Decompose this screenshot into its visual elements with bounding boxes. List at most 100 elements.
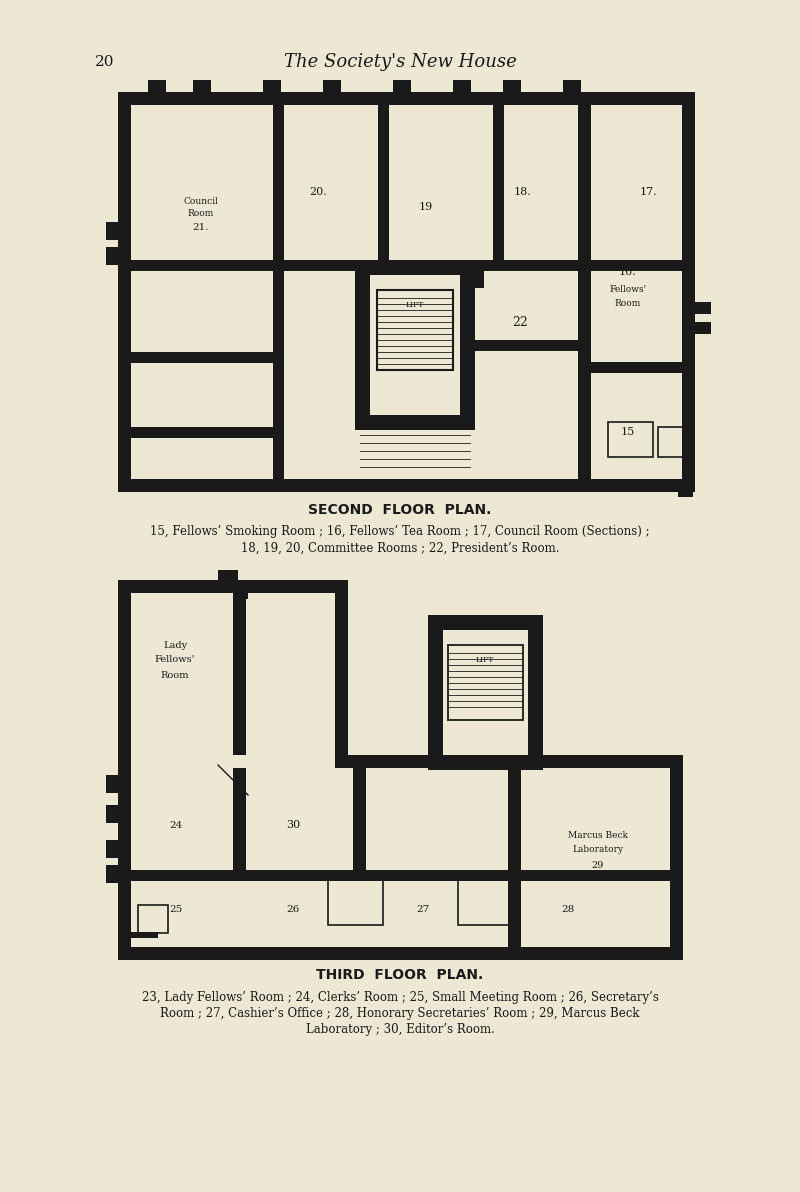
Text: 20.: 20. [309,187,327,197]
Text: Room: Room [615,299,641,309]
Bar [695,322,711,334]
Bar [118,932,158,938]
Bar [118,479,695,492]
Bar [263,80,281,94]
Bar [453,80,471,94]
Bar [578,105,591,479]
Bar [460,260,475,430]
Bar [118,92,695,105]
Ellipse shape [395,81,409,93]
Text: LIFT: LIFT [476,656,494,664]
Text: 30: 30 [286,820,300,830]
Bar [118,946,683,960]
Bar [233,768,246,870]
Text: 18.: 18. [514,187,532,197]
Text: 25: 25 [170,906,182,914]
Bar [678,479,693,497]
Text: THIRD  FLOOR  PLAN.: THIRD FLOOR PLAN. [316,968,484,982]
Text: 15, Fellows’ Smoking Room ; 16, Fellows’ Tea Room ; 17, Council Room (Sections) : 15, Fellows’ Smoking Room ; 16, Fellows’… [150,526,650,539]
Text: 28: 28 [562,906,574,914]
Text: 15: 15 [621,427,635,437]
Bar [131,352,278,364]
Bar [218,570,238,582]
Bar [233,592,246,755]
Ellipse shape [195,81,209,93]
Text: Room ; 27, Cashier’s Office ; 28, Honorary Secretaries’ Room ; 29, Marcus Beck: Room ; 27, Cashier’s Office ; 28, Honora… [160,1006,640,1019]
Text: 17.: 17. [639,187,657,197]
Bar [118,755,131,960]
Bar [138,905,168,933]
Bar [131,260,682,271]
Bar [658,479,678,491]
Text: Room: Room [161,670,190,679]
Text: 26: 26 [286,906,300,914]
Text: 21.: 21. [193,223,210,231]
Ellipse shape [150,81,164,93]
Bar [355,415,475,430]
Bar [695,302,711,313]
Bar [528,615,543,770]
Bar [131,870,670,881]
Bar [658,427,686,457]
Bar [448,645,523,720]
Text: 29: 29 [592,862,604,870]
Text: LIFT: LIFT [406,302,424,309]
Bar [273,260,284,479]
Text: Council: Council [183,198,218,206]
Text: The Society's New House: The Society's New House [284,52,516,72]
Bar [193,80,211,94]
Bar [233,581,248,600]
Bar [106,840,120,858]
Bar [353,768,366,870]
Ellipse shape [265,81,279,93]
Text: Fellows': Fellows' [610,286,646,294]
Text: 16.: 16. [619,267,637,277]
Bar [323,80,341,94]
Bar [563,80,581,94]
Bar [348,755,683,768]
Text: Room: Room [188,210,214,218]
Text: Marcus Beck: Marcus Beck [568,831,628,839]
Bar [428,615,543,631]
Bar [355,260,475,275]
Text: 24: 24 [170,820,182,830]
Bar [273,105,284,260]
Bar [118,92,131,492]
Bar [682,92,695,492]
Bar [493,105,504,260]
Bar [508,768,521,960]
Text: 20: 20 [95,55,114,69]
Bar [608,422,653,457]
Bar [428,615,443,770]
Bar [608,479,648,491]
Bar [591,362,682,373]
Bar [106,222,120,240]
Bar [377,290,453,370]
Ellipse shape [455,81,469,93]
Bar [473,260,484,288]
Bar [106,865,120,883]
Bar [458,880,513,925]
Bar [378,105,389,260]
Text: Laboratory: Laboratory [573,845,623,855]
Bar [503,80,521,94]
Text: 22: 22 [512,316,528,329]
Text: 18, 19, 20, Committee Rooms ; 22, President’s Room.: 18, 19, 20, Committee Rooms ; 22, Presid… [241,541,559,554]
Bar [106,805,120,822]
Text: SECOND  FLOOR  PLAN.: SECOND FLOOR PLAN. [308,503,492,517]
Bar [106,775,120,793]
Bar [131,427,278,437]
Text: 19: 19 [419,201,433,212]
Text: Lady: Lady [163,640,187,650]
Bar [328,880,383,925]
Text: 27: 27 [416,906,430,914]
Bar [148,80,166,94]
Ellipse shape [325,81,339,93]
Bar [670,755,683,960]
Ellipse shape [565,81,579,93]
Text: Laboratory ; 30, Editor’s Room.: Laboratory ; 30, Editor’s Room. [306,1023,494,1036]
Bar [355,260,370,430]
Bar [335,581,348,768]
Text: 23, Lady Fellows’ Room ; 24, Clerks’ Room ; 25, Small Meeting Room ; 26, Secreta: 23, Lady Fellows’ Room ; 24, Clerks’ Roo… [142,991,658,1004]
Bar [118,581,131,960]
